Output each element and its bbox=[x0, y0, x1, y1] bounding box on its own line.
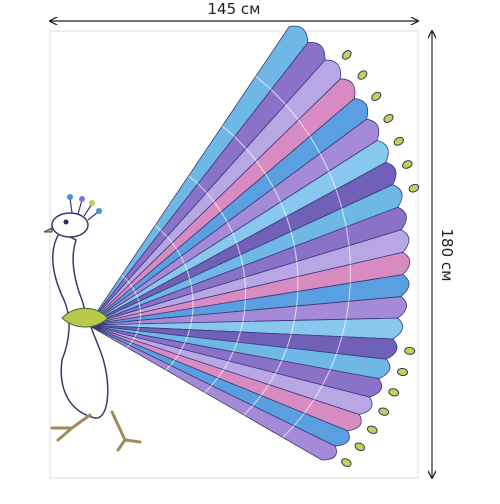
width-label: 145 см bbox=[208, 0, 261, 18]
height-label: 180 см bbox=[438, 229, 456, 282]
feather-eye bbox=[404, 347, 415, 355]
feather-stripe bbox=[139, 324, 140, 327]
feather-stripe bbox=[192, 293, 193, 301]
feather-stripe bbox=[245, 300, 246, 311]
feather-stripe bbox=[139, 302, 140, 306]
feather-stripe bbox=[140, 305, 141, 309]
feather-stripe bbox=[192, 308, 193, 315]
feather-stripe bbox=[140, 320, 141, 324]
